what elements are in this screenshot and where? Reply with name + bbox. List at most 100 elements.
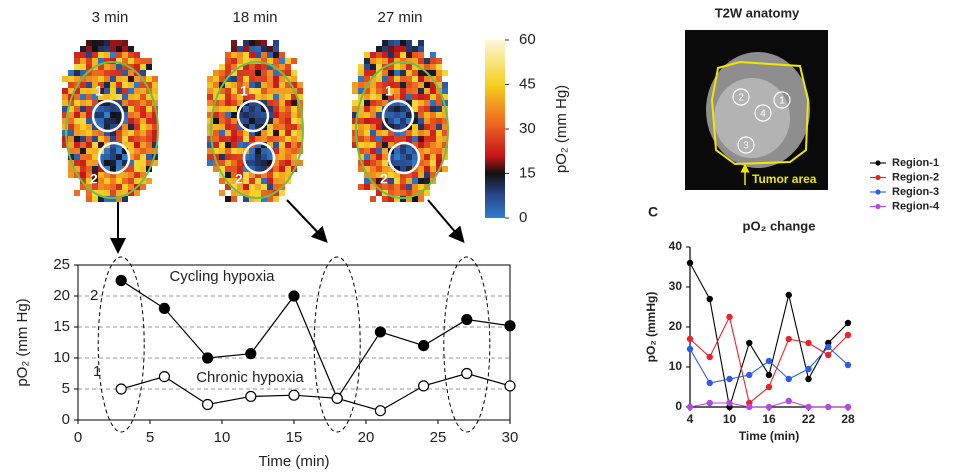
heatmap-cell [231, 94, 237, 100]
heatmap-cell [273, 94, 279, 100]
heatmap-cell [261, 58, 267, 64]
heatmap-cell [376, 70, 382, 76]
heatmap-cell [249, 178, 255, 184]
heatmap-cell [231, 112, 237, 118]
heatmap-cell [364, 100, 370, 106]
heatmap-cell [267, 172, 273, 178]
heatmap-cell [225, 172, 231, 178]
heatmap-cell [364, 106, 370, 112]
data-point [461, 313, 473, 326]
heatmap-cell [388, 142, 394, 148]
heatmap-cell [418, 40, 424, 46]
heatmap-cell [219, 142, 225, 148]
heatmap-cell [98, 112, 104, 118]
data-point [785, 335, 792, 343]
heatmap-cell [98, 130, 104, 136]
heatmap-cell [394, 46, 400, 52]
heatmap-cell [279, 106, 285, 112]
heatmap-cell [297, 160, 303, 166]
heatmap-cell [412, 52, 418, 58]
heatmap-cell [68, 124, 74, 130]
heatmap-cell [406, 184, 412, 190]
heatmap-cell [424, 148, 430, 154]
x-tick-label: 4 [687, 412, 694, 426]
heatmap-cell [219, 106, 225, 112]
heatmap-cell [376, 82, 382, 88]
heatmap-cell [80, 136, 86, 142]
heatmap-cell [364, 160, 370, 166]
heatmap-cell [400, 112, 406, 118]
heatmap-cell [291, 70, 297, 76]
heatmap-cell [225, 148, 231, 154]
roi-circle [381, 99, 415, 133]
heatmap-cell [400, 64, 406, 70]
heatmap-cell [98, 82, 104, 88]
heatmap-cell [364, 58, 370, 64]
tumor-outline [355, 61, 449, 199]
heatmap-cell [74, 64, 80, 70]
heatmap-cell [110, 58, 116, 64]
heatmap-cell [442, 94, 448, 100]
heatmap-cell [231, 130, 237, 136]
heatmap-cell [388, 130, 394, 136]
heatmap-cell [430, 154, 436, 160]
heatmap-cell [376, 112, 382, 118]
heatmap-cell [116, 196, 122, 202]
heatmap-cell [406, 100, 412, 106]
heatmap-cell [74, 148, 80, 154]
heatmap-cell [74, 190, 80, 196]
heatmap-cell [80, 142, 86, 148]
heatmap-cell [273, 106, 279, 112]
heatmap-cell [80, 70, 86, 76]
heatmap-cell [261, 136, 267, 142]
heatmap-cell [249, 70, 255, 76]
heatmap-cell [140, 82, 146, 88]
heatmap-cell [62, 76, 68, 82]
heatmap-cell [116, 88, 122, 94]
heatmap-cell [213, 82, 219, 88]
heatmap-cell [116, 148, 122, 154]
data-point [844, 361, 852, 369]
colorbar-tick-label: 15 [519, 164, 536, 181]
heatmap-cell [243, 82, 249, 88]
heatmap-cell [424, 118, 430, 124]
heatmap-cell [424, 82, 430, 88]
heatmap-cell [134, 148, 140, 154]
heatmap-cell [376, 136, 382, 142]
heatmap-cell [285, 70, 291, 76]
heatmap-cell [249, 94, 255, 100]
heatmap-cell [291, 112, 297, 118]
heatmap-cell [134, 190, 140, 196]
heatmap-cell [394, 76, 400, 82]
series-label: 1 [93, 363, 101, 380]
heatmap-cell [358, 154, 364, 160]
heatmap-cell [62, 142, 68, 148]
heatmap-cell [279, 100, 285, 106]
heatmap-cell [86, 112, 92, 118]
heatmap-cell [267, 130, 273, 136]
heatmap-cell [255, 142, 261, 148]
heatmap-cell [376, 160, 382, 166]
heatmap-cell [388, 172, 394, 178]
roi-circle [97, 141, 131, 175]
roi-label: 2 [90, 171, 98, 187]
heatmap-cell [243, 154, 249, 160]
legend-label: Region-2 [892, 171, 939, 183]
heatmap-cell [86, 46, 92, 52]
heatmap-cell [74, 124, 80, 130]
legend-marker [875, 174, 881, 181]
heatmap-cell [104, 166, 110, 172]
heatmap-cell [110, 82, 116, 88]
heatmap-cell [80, 76, 86, 82]
heatmap-cell [237, 154, 243, 160]
heatmap-cell [207, 100, 213, 106]
heatmap-cell [267, 64, 273, 70]
heatmap-cell [140, 184, 146, 190]
heatmap-cell [152, 124, 158, 130]
heatmap-cell [237, 70, 243, 76]
heatmap-cell [273, 112, 279, 118]
data-point [765, 403, 773, 411]
heatmap-cell [285, 166, 291, 172]
heatmap-cell [279, 172, 285, 178]
heatmap-cell [370, 106, 376, 112]
